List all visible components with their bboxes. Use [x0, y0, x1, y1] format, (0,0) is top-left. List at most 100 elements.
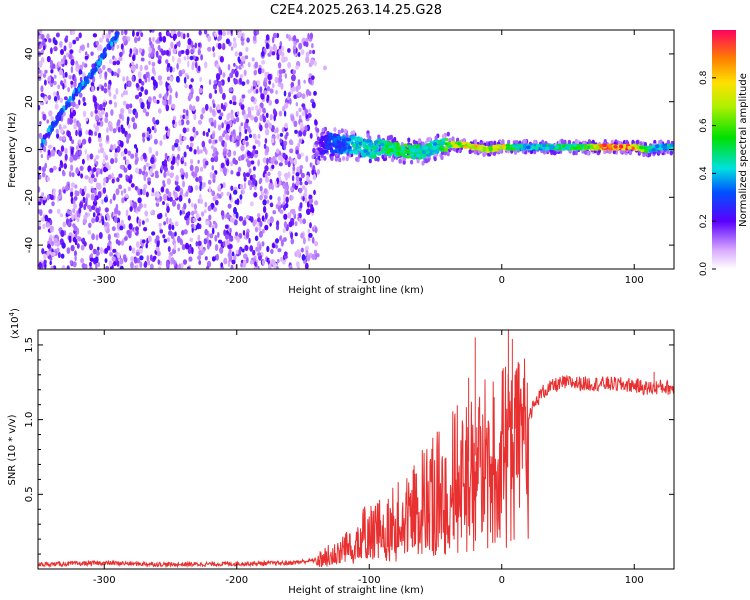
noise-speck	[291, 74, 296, 82]
noise-speck	[307, 229, 311, 234]
noise-speck	[145, 243, 148, 249]
noise-speck	[281, 68, 286, 74]
trace-halo-point	[666, 149, 670, 155]
noise-speck	[105, 112, 109, 119]
noise-speck	[143, 174, 147, 182]
noise-speck	[153, 138, 158, 145]
noise-speck	[215, 253, 219, 261]
noise-speck	[255, 30, 259, 35]
noise-speck	[139, 261, 143, 268]
noise-speck	[276, 258, 280, 264]
noise-speck	[103, 87, 108, 94]
noise-speck	[38, 186, 41, 193]
noise-speck	[116, 260, 120, 267]
noise-speck	[271, 183, 274, 191]
noise-speck	[117, 68, 121, 74]
noise-speck	[94, 189, 97, 196]
noise-speck	[199, 198, 204, 205]
noise-speck	[73, 118, 77, 124]
noise-speck	[163, 93, 168, 101]
noise-speck	[220, 162, 225, 169]
noise-speck	[47, 76, 52, 82]
noise-speck	[248, 129, 252, 134]
noise-speck	[74, 250, 77, 257]
spectrogram-ytick-label: -20	[24, 189, 35, 205]
noise-speck	[208, 139, 212, 144]
noise-speck	[262, 206, 267, 213]
noise-speck	[129, 103, 133, 109]
diagonal-trace-point	[98, 60, 102, 66]
noise-speck	[247, 160, 251, 168]
noise-speck	[160, 165, 164, 171]
noise-speck	[313, 249, 318, 255]
noise-speck	[292, 169, 296, 175]
trace-point	[433, 145, 438, 149]
noise-speck	[136, 31, 140, 37]
noise-speck	[233, 37, 236, 43]
noise-speck	[151, 66, 155, 74]
noise-speck	[41, 248, 45, 255]
noise-speck	[264, 224, 269, 231]
noise-speck	[292, 208, 296, 216]
noise-speck	[183, 136, 187, 141]
noise-speck	[97, 103, 100, 110]
noise-speck	[143, 184, 148, 190]
noise-speck	[269, 194, 273, 200]
noise-speck	[252, 35, 257, 42]
noise-speck	[77, 236, 82, 242]
spectrogram-ytick-label: -40	[24, 237, 35, 253]
noise-speck	[69, 135, 73, 142]
noise-speck	[222, 104, 226, 112]
noise-speck	[212, 52, 216, 58]
noise-speck	[126, 75, 129, 82]
noise-speck	[307, 113, 312, 118]
noise-speck	[95, 40, 99, 46]
noise-speck	[277, 201, 282, 206]
noise-speck	[199, 149, 203, 154]
noise-speck	[298, 217, 302, 222]
noise-speck	[207, 179, 212, 185]
noise-speck	[70, 80, 74, 85]
noise-speck	[107, 233, 111, 241]
noise-speck	[155, 119, 160, 125]
noise-speck	[158, 80, 163, 86]
noise-speck	[144, 89, 149, 96]
noise-speck	[191, 171, 195, 177]
noise-speck	[179, 239, 184, 246]
noise-speck	[104, 207, 109, 213]
noise-speck	[131, 247, 136, 254]
noise-speck	[182, 108, 186, 114]
noise-speck	[288, 34, 292, 42]
noise-speck	[201, 140, 206, 148]
noise-speck	[246, 79, 250, 85]
trace-halo-point	[391, 157, 395, 163]
noise-speck	[199, 166, 204, 172]
noise-speck	[180, 50, 185, 54]
noise-speck	[78, 70, 83, 75]
noise-speck	[176, 203, 181, 211]
noise-speck	[50, 240, 55, 247]
noise-speck	[61, 265, 66, 269]
noise-speck	[243, 176, 247, 182]
noise-speck	[241, 81, 246, 86]
noise-speck	[75, 103, 79, 109]
noise-speck	[145, 111, 150, 117]
noise-speck	[263, 90, 268, 96]
noise-speck	[218, 66, 221, 74]
snr-multiplier-base: (x10	[10, 316, 21, 339]
noise-speck	[131, 116, 136, 123]
noise-speck	[289, 264, 293, 269]
noise-speck	[230, 46, 234, 51]
noise-speck	[297, 91, 301, 97]
noise-speck	[246, 150, 251, 156]
noise-speck	[63, 55, 67, 60]
noise-speck	[305, 37, 309, 43]
noise-speck	[157, 55, 162, 61]
noise-speck	[38, 132, 43, 140]
noise-speck	[272, 33, 277, 39]
noise-speck	[174, 44, 178, 50]
trace-point	[443, 148, 449, 152]
noise-speck	[253, 153, 258, 158]
trace-point	[568, 143, 573, 148]
noise-speck	[64, 96, 68, 101]
